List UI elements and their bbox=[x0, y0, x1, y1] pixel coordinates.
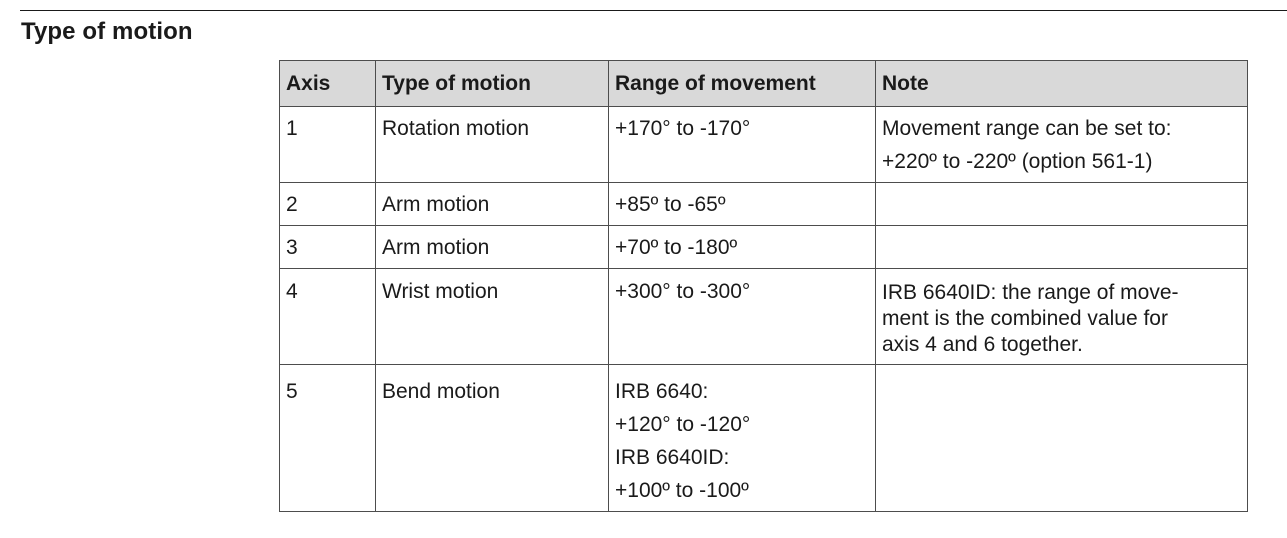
type-cell: Bend motion bbox=[375, 364, 609, 512]
axis-cell: 2 bbox=[279, 182, 376, 226]
header-range-of-movement: Range of movement bbox=[608, 60, 876, 107]
range-cell: +70º to -180º bbox=[608, 225, 876, 269]
section-title: Type of motion bbox=[21, 18, 193, 45]
note-line: +220º to -220º (option 561-1) bbox=[882, 150, 1153, 173]
range-line: +170° to -170° bbox=[615, 117, 751, 140]
table-row: 1 Rotation motion +170° to -170° Movemen… bbox=[279, 106, 1248, 183]
range-cell: IRB 6640: +120° to -120° IRB 6640ID: +10… bbox=[608, 364, 876, 512]
axis-cell: 4 bbox=[279, 268, 376, 365]
note-cell bbox=[875, 364, 1248, 512]
table-header-row: Axis Type of motion Range of movement No… bbox=[279, 60, 1248, 107]
type-cell: Arm motion bbox=[375, 182, 609, 226]
range-line: +85º to -65º bbox=[615, 193, 726, 216]
range-line: +300° to -300° bbox=[615, 280, 751, 303]
table-row: 3 Arm motion +70º to -180º bbox=[279, 225, 1248, 269]
table-row: 4 Wrist motion +300° to -300° IRB 6640ID… bbox=[279, 268, 1248, 365]
table-row: 2 Arm motion +85º to -65º bbox=[279, 182, 1248, 226]
note-cell: Movement range can be set to: +220º to -… bbox=[875, 106, 1248, 183]
note-line: axis 4 and 6 together. bbox=[882, 333, 1083, 356]
axis-cell: 5 bbox=[279, 364, 376, 512]
motion-table: Axis Type of motion Range of movement No… bbox=[279, 60, 1248, 512]
note-cell bbox=[875, 182, 1248, 226]
range-line: +120° to -120° bbox=[615, 413, 751, 436]
note-line: Movement range can be set to: bbox=[882, 117, 1172, 140]
type-cell: Wrist motion bbox=[375, 268, 609, 365]
note-line: IRB 6640ID: the range of move- bbox=[882, 281, 1179, 304]
range-line: IRB 6640: bbox=[615, 380, 709, 403]
header-type-of-motion: Type of motion bbox=[375, 60, 609, 107]
range-cell: +85º to -65º bbox=[608, 182, 876, 226]
note-cell: IRB 6640ID: the range of move- ment is t… bbox=[875, 268, 1248, 365]
note-line: ment is the combined value for bbox=[882, 307, 1168, 330]
axis-cell: 3 bbox=[279, 225, 376, 269]
type-cell: Arm motion bbox=[375, 225, 609, 269]
table-row: 5 Bend motion IRB 6640: +120° to -120° I… bbox=[279, 364, 1248, 512]
axis-cell: 1 bbox=[279, 106, 376, 183]
range-line: +70º to -180º bbox=[615, 236, 738, 259]
note-cell bbox=[875, 225, 1248, 269]
header-note: Note bbox=[875, 60, 1248, 107]
top-rule bbox=[20, 10, 1287, 11]
header-axis: Axis bbox=[279, 60, 376, 107]
type-cell: Rotation motion bbox=[375, 106, 609, 183]
range-line: IRB 6640ID: bbox=[615, 446, 730, 469]
range-line: +100º to -100º bbox=[615, 479, 749, 502]
range-cell: +300° to -300° bbox=[608, 268, 876, 365]
range-cell: +170° to -170° bbox=[608, 106, 876, 183]
